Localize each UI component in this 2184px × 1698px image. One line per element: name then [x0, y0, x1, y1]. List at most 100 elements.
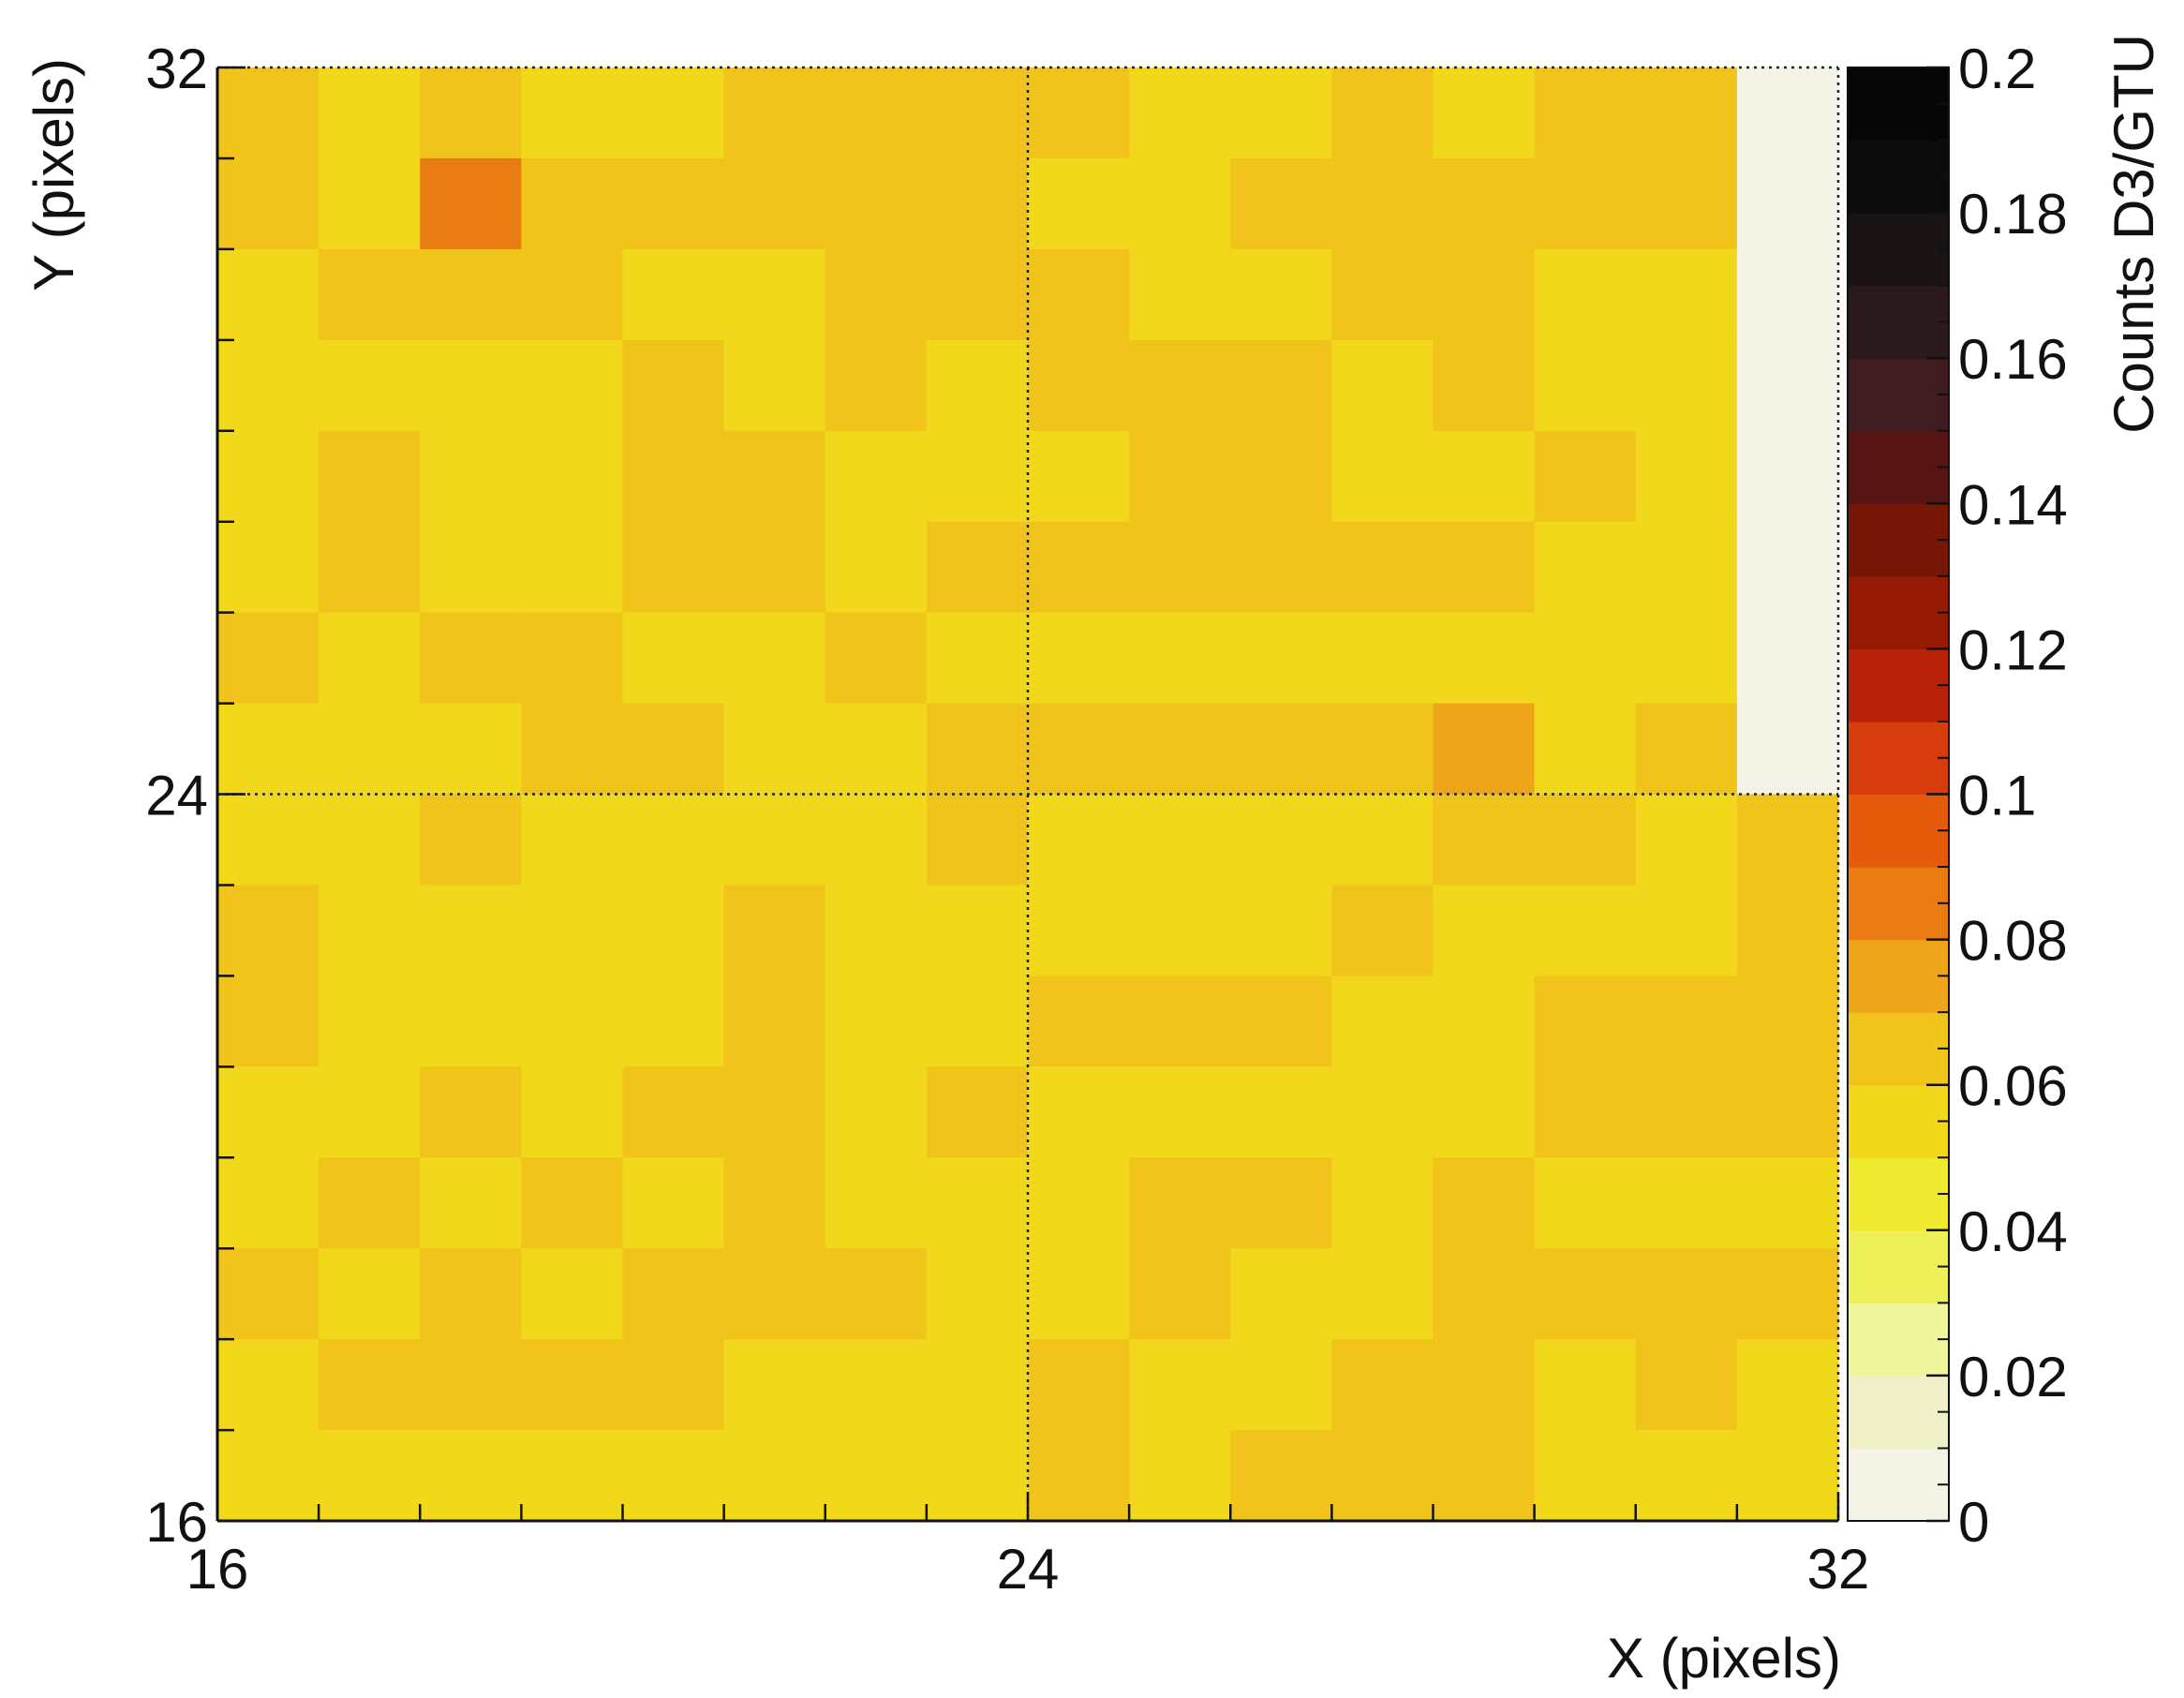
- heatmap-cell: [420, 976, 522, 1067]
- heatmap-cell: [1534, 67, 1637, 159]
- heatmap-cell: [723, 794, 826, 886]
- heatmap-cell: [1331, 521, 1434, 614]
- heatmap-cell: [926, 1157, 1029, 1249]
- heatmap-cell: [1331, 885, 1434, 976]
- heatmap-cell: [1534, 521, 1637, 614]
- heatmap-cell: [1230, 1248, 1332, 1340]
- heatmap-cell: [319, 794, 421, 886]
- heatmap-cell: [622, 157, 725, 250]
- heatmap-cell: [622, 1248, 725, 1340]
- z-tick-label: 0.02: [1958, 1346, 2068, 1408]
- heatmap-cell: [420, 1066, 522, 1158]
- heatmap-cell: [1129, 1339, 1231, 1431]
- heatmap-cell: [622, 339, 725, 432]
- heatmap-cell: [1534, 976, 1637, 1067]
- heatmap-cell: [1028, 885, 1130, 976]
- axis-ticks: 16 24 32 16 24 32 0 0.02 0.04 0.06 0.08 0.1 0.12 0.14…: [145, 37, 2068, 1601]
- heatmap-cell: [825, 1248, 928, 1340]
- heatmap-cell: [1230, 430, 1332, 523]
- heatmap-cell: [1736, 794, 1839, 886]
- heatmap-cell: [217, 67, 319, 159]
- heatmap-cell: [1028, 1066, 1130, 1158]
- heatmap-cell: [319, 612, 421, 705]
- heatmap-cell: [1635, 794, 1738, 886]
- heatmap-cell: [926, 248, 1029, 341]
- heatmap-cell: [1230, 885, 1332, 976]
- heatmap-cell: [1331, 1339, 1434, 1431]
- heatmap-cell: [1433, 794, 1536, 886]
- heatmap-cell: [1736, 976, 1839, 1067]
- heatmap-cell: [1635, 339, 1738, 432]
- heatmap-cell: [521, 976, 624, 1067]
- heatmap-cell: [622, 1339, 725, 1431]
- heatmap-cell: [217, 521, 319, 614]
- heatmap-cell: [319, 1430, 421, 1522]
- heatmap-cell: [926, 703, 1029, 796]
- heatmap-cell: [1331, 976, 1434, 1067]
- heatmap-cell: [217, 339, 319, 432]
- heatmap-cell: [1534, 1430, 1637, 1522]
- colorbar-band: [1848, 867, 1949, 941]
- heatmap-cell: [1230, 1339, 1332, 1431]
- heatmap-cell: [521, 1066, 624, 1158]
- colorbar-band: [1848, 575, 1949, 649]
- heatmap-cell: [622, 1430, 725, 1522]
- heatmap-cell: [1129, 794, 1231, 886]
- heatmap-cell: [825, 339, 928, 432]
- colorbar-band: [1848, 721, 1949, 796]
- heatmap-cell: [1635, 1066, 1738, 1158]
- heatmap-cell: [1331, 339, 1434, 432]
- heatmap-cell: [825, 976, 928, 1067]
- heatmap-cell: [1433, 1339, 1536, 1431]
- heatmap-cell: [1534, 612, 1637, 705]
- heatmap-cell: [1129, 1430, 1231, 1522]
- heatmap-cell: [1736, 1248, 1839, 1340]
- heatmap-cell: [1028, 67, 1130, 159]
- heatmap-cell: [420, 1339, 522, 1431]
- colorbar-band: [1848, 1375, 1949, 1450]
- heatmap-cell: [723, 1339, 826, 1431]
- heatmap-cell: [1028, 521, 1130, 614]
- heatmap-cell: [723, 1157, 826, 1249]
- heatmap-cells: [217, 67, 1839, 1522]
- heatmap-cell: [825, 1066, 928, 1158]
- heatmap-cell: [622, 248, 725, 341]
- heatmap-cell: [723, 1248, 826, 1340]
- heatmap-cell: [1230, 67, 1332, 159]
- colorbar-band: [1848, 67, 1949, 142]
- heatmap-cell: [1230, 521, 1332, 614]
- heatmap-cell: [926, 1430, 1029, 1522]
- y-tick-label: 24: [145, 765, 208, 827]
- z-tick-label: 0.12: [1958, 618, 2068, 681]
- heatmap-cell: [319, 1248, 421, 1340]
- heatmap-cell: [420, 1157, 522, 1249]
- heatmap-cell: [1433, 885, 1536, 976]
- heatmap-cell: [723, 612, 826, 705]
- heatmap-cell: [1534, 703, 1637, 796]
- heatmap-cell: [217, 1066, 319, 1158]
- heatmap-cell: [1736, 1066, 1839, 1158]
- heatmap-cell: [217, 1248, 319, 1340]
- heatmap-cell: [1331, 157, 1434, 250]
- heatmap-cell: [217, 430, 319, 523]
- heatmap-cell: [723, 1066, 826, 1158]
- heatmap-cell: [1129, 703, 1231, 796]
- heatmap-cell: [420, 430, 522, 523]
- heatmap-cell: [420, 1430, 522, 1522]
- heatmap-cell: [1129, 521, 1231, 614]
- heatmap-cell: [420, 339, 522, 432]
- heatmap-cell: [1028, 612, 1130, 705]
- z-tick-label: 0.16: [1958, 328, 2068, 391]
- heatmap-cell: [1534, 248, 1637, 341]
- y-axis-title: Y (pixels): [22, 58, 85, 291]
- heatmap-cell: [825, 67, 928, 159]
- heatmap-cell: [1331, 1066, 1434, 1158]
- heatmap-cell: [926, 67, 1029, 159]
- heatmap-cell: [1534, 157, 1637, 250]
- heatmap-cell: [825, 885, 928, 976]
- heatmap-cell: [1635, 157, 1738, 250]
- heatmap-cell: [1230, 703, 1332, 796]
- heatmap-cell: [723, 248, 826, 341]
- colorbar-band: [1848, 939, 1949, 1013]
- heatmap-cell: [521, 67, 624, 159]
